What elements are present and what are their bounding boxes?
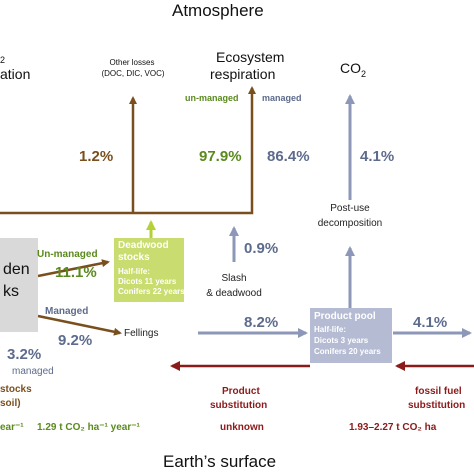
pct-other-losses: 1.2%: [79, 148, 114, 165]
fossil-substitution-label: substitution: [408, 400, 466, 411]
co2-subscript: 2: [361, 68, 367, 79]
product-substitution-value: unknown: [220, 422, 264, 433]
mid-rate-label: 1.29 t CO₂ ha⁻¹ year⁻¹: [37, 422, 140, 433]
respiration-label: respiration: [210, 66, 276, 82]
left-fragment-subscript: 2: [0, 55, 6, 65]
deadwood-dicots: Dicots 11 years: [118, 277, 177, 286]
other-losses-sub: (DOC, DIC, VOC): [101, 69, 165, 78]
other-losses-label: Other losses: [109, 58, 155, 67]
pct-product-pool: 8.2%: [244, 314, 279, 331]
slash-label: Slash: [221, 273, 247, 284]
pct-managed-respiration: 86.4%: [267, 148, 310, 165]
product-substitution-label-2: substitution: [210, 400, 268, 411]
deadwood-title-2: stocks: [118, 252, 150, 263]
pct-unmanaged-respiration: 97.9%: [199, 148, 242, 165]
product-substitution-label: Product: [222, 386, 260, 397]
forest-stocks-label-2: ks: [3, 283, 19, 300]
managed-arrow: [37, 314, 122, 336]
fellings-label: Fellings: [124, 328, 159, 339]
pct-product-out: 4.1%: [413, 314, 448, 331]
forest-stocks-label-1: den: [3, 261, 30, 278]
forest-stocks-box: [0, 238, 38, 332]
managed-top-label: managed: [262, 93, 302, 103]
deadwood-title: Deadwood: [118, 240, 169, 251]
co2-text: CO: [340, 60, 361, 76]
earth-surface-title: Earth’s surface: [163, 452, 277, 471]
fossil-fuel-label: fossil fuel: [415, 386, 462, 397]
product-pool-dicots: Dicots 3 years: [314, 336, 369, 345]
post-use-label: Post-use: [330, 203, 370, 214]
decomposition-label: decomposition: [317, 218, 383, 229]
unmanaged-top-label: un-managed: [185, 93, 239, 103]
unmanaged-arrow-label: Un-managed: [37, 249, 98, 260]
pct-co2: 4.1%: [360, 148, 395, 165]
deadwood-label: & deadwood: [206, 288, 262, 299]
ecosystem-label: Ecosystem: [216, 49, 285, 65]
pct-slash-up: 0.9%: [244, 240, 279, 257]
fossil-rate-label: 1.93–2.27 t CO₂ ha: [349, 422, 437, 433]
unmanaged-arrow: [37, 259, 110, 278]
co2-label: CO2: [340, 60, 366, 79]
pct-fellings: 9.2%: [58, 332, 93, 349]
pct-deadwood: 11.1%: [55, 264, 97, 281]
soil-bottom-label: soil): [0, 398, 21, 409]
product-pool-conifers: Conifers 20 years: [314, 347, 381, 356]
deadwood-conifers: Conifers 22 years: [118, 287, 185, 296]
managed-arrow-label: Managed: [45, 306, 89, 317]
atmosphere-title: Atmosphere: [172, 1, 264, 20]
product-pool-title: Product pool: [314, 311, 376, 322]
deadwood-stocks-box: [114, 238, 184, 302]
left-rate-label: ear⁻¹: [0, 422, 24, 433]
left-fragment-label: ation: [0, 66, 31, 82]
product-pool-halflife: Half-life:: [314, 325, 346, 334]
brown-flow-line: [0, 86, 256, 215]
product-pool-box: [310, 308, 392, 363]
managed-bottom-label: managed: [12, 366, 54, 377]
deadwood-halflife: Half-life:: [118, 267, 150, 276]
pct-managed-soil: 3.2%: [7, 346, 42, 363]
stocks-bottom-label: stocks: [0, 384, 32, 395]
